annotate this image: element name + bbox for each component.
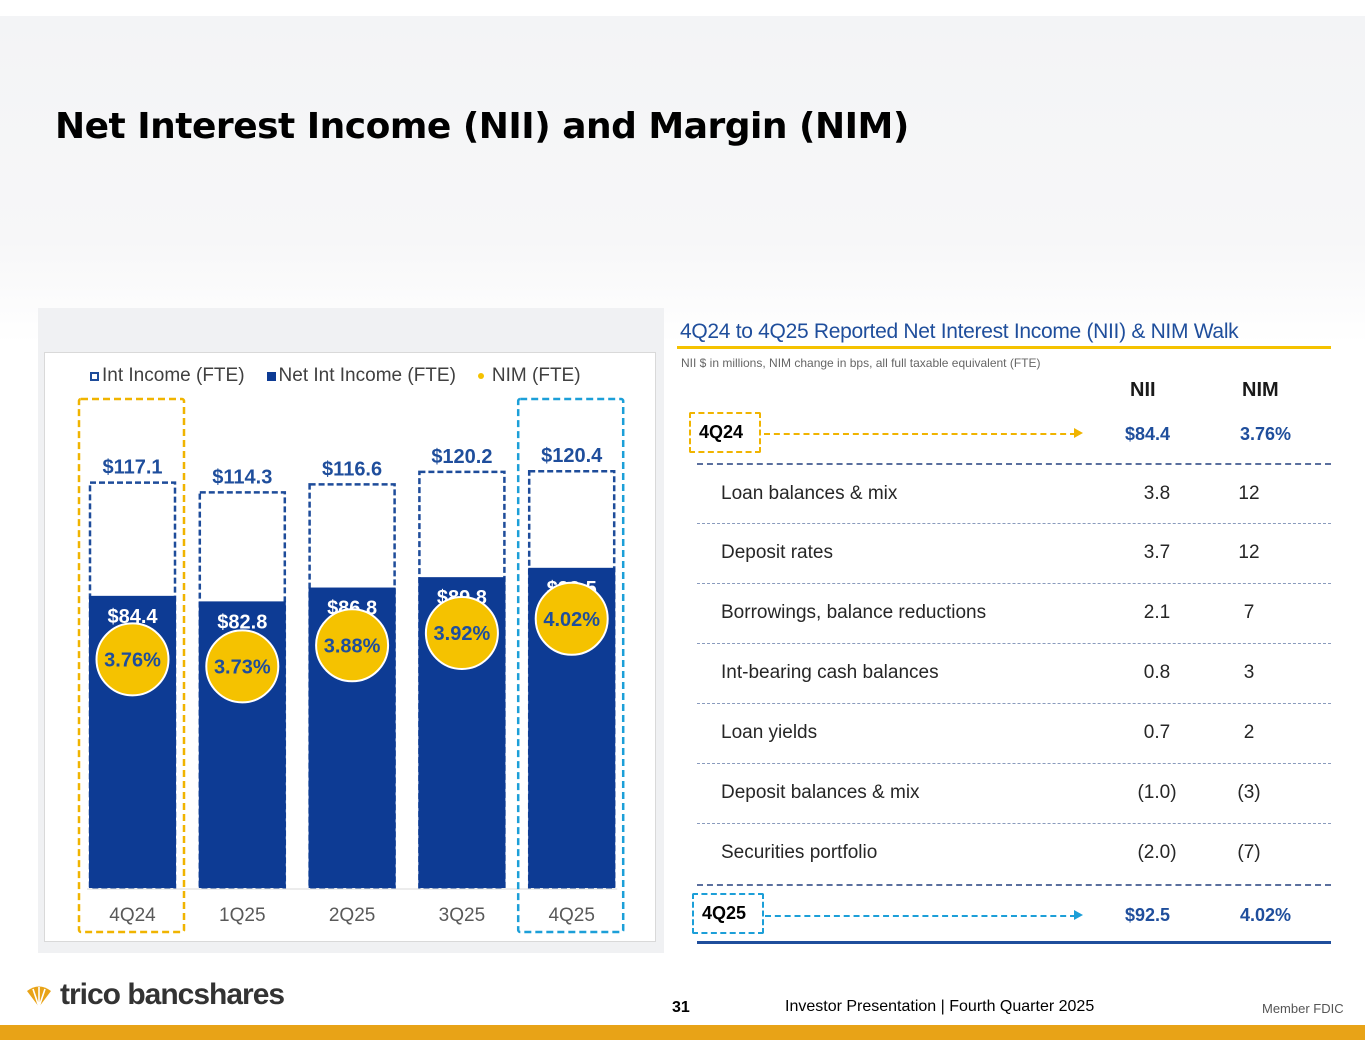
chart-legend: Int Income (FTE) Net Int Income (FTE) NI… [90, 365, 603, 387]
start-period-box: 4Q24 [689, 412, 761, 453]
walk-title: 4Q24 to 4Q25 Reported Net Interest Incom… [680, 320, 1239, 343]
int-income-label: $116.6 [322, 458, 382, 480]
logo-fan-icon [27, 986, 51, 1008]
walk-row-nim: 2 [1243, 722, 1255, 743]
x-tick-label: 2Q25 [329, 905, 375, 926]
nim-marker [205, 629, 280, 704]
legend-item-net-int-income: Net Int Income (FTE) [266, 365, 456, 387]
int-income-label: $120.2 [431, 446, 492, 468]
footer-presentation-title: Investor Presentation | Fourth Quarter 2… [785, 998, 1095, 1015]
walk-row-nii: 3.7 [1143, 542, 1171, 563]
walk-row: Int-bearing cash balances 0.8 3 [697, 643, 1331, 704]
nim-label: 3.73% [214, 656, 271, 678]
legend-dashed-square-icon [90, 371, 99, 381]
end-arrow-line [765, 915, 1076, 917]
walk-row-label: Deposit rates [721, 542, 833, 563]
walk-row-nim: 12 [1238, 483, 1260, 504]
x-tick-label: 3Q25 [439, 905, 485, 926]
company-logo: trico bancshares [24, 978, 285, 1012]
walk-row-label: Int-bearing cash balances [721, 662, 939, 683]
end-nii-value: $92.5 [1125, 905, 1171, 925]
member-fdic: Member FDIC [1262, 1001, 1344, 1016]
nim-marker [534, 581, 609, 656]
walk-row-nii: 2.1 [1143, 602, 1171, 623]
walk-row-label: Loan yields [721, 722, 818, 743]
end-arrowhead-icon [1074, 910, 1083, 920]
walk-title-underline [677, 346, 1331, 349]
walk-row-label: Loan balances & mix [721, 483, 898, 504]
page-title: Net Interest Income (NII) and Margin (NI… [55, 106, 909, 147]
int-income-label: $120.4 [541, 445, 603, 467]
int-income-label: $114.3 [212, 466, 272, 488]
walk-row-label: Borrowings, balance reductions [721, 602, 987, 623]
int-income-label: $117.1 [102, 457, 162, 479]
nim-label: 4.02% [543, 609, 600, 631]
start-arrow-line [764, 433, 1076, 435]
footer-bar [0, 1025, 1365, 1040]
legend-item-nim: NIM (FTE) [477, 365, 581, 387]
walk-row-nim: 7 [1243, 602, 1255, 623]
legend-label-int-income: Int Income (FTE) [102, 365, 245, 386]
nim-label: 3.92% [434, 623, 491, 645]
end-period-box: 4Q25 [692, 893, 764, 934]
legend-item-int-income: Int Income (FTE) [90, 365, 245, 387]
nim-marker [424, 595, 499, 670]
walk-row: Borrowings, balance reductions 2.1 7 [697, 583, 1331, 644]
walk-row: Deposit balances & mix (1.0) (3) [697, 763, 1331, 824]
walk-row-label: Securities portfolio [721, 842, 878, 863]
logo-text: trico bancshares [60, 978, 285, 1011]
nim-marker [95, 622, 170, 697]
walk-row: Loan balances & mix 3.8 12 [697, 463, 1331, 525]
end-nim-value: 4.02% [1240, 905, 1292, 925]
walk-row-nii: 0.8 [1143, 662, 1171, 683]
net-int-income-label: $84.4 [107, 606, 158, 628]
walk-row-nim: 3 [1243, 662, 1255, 683]
x-tick-label: 4Q24 [109, 905, 156, 926]
start-arrowhead-icon [1074, 428, 1083, 438]
walk-row: Loan yields 0.7 2 [697, 703, 1331, 764]
walk-subtitle: NII $ in millions, NIM change in bps, al… [681, 356, 1041, 370]
walk-end-rule [697, 941, 1331, 944]
nim-label: 3.88% [324, 635, 381, 657]
x-tick-label: 1Q25 [219, 905, 265, 926]
walk-row-nim: 12 [1238, 542, 1260, 563]
walk-row: Securities portfolio (2.0) (7) [697, 823, 1331, 884]
page-number: 31 [672, 999, 690, 1016]
nim-label: 3.76% [104, 649, 161, 671]
legend-label-net-int-income: Net Int Income (FTE) [278, 365, 456, 386]
column-header-nim: NIM [1242, 379, 1279, 401]
walk-row-label: Deposit balances & mix [721, 782, 920, 803]
legend-dot-icon [477, 373, 484, 379]
walk-row-nim: (3) [1237, 782, 1261, 803]
column-header-nii: NII [1130, 379, 1156, 401]
net-int-income-label: $82.8 [217, 611, 267, 633]
walk-row: Deposit rates 3.7 12 [697, 523, 1331, 584]
legend-solid-square-icon [266, 371, 276, 381]
walk-row-nii: (1.0) [1137, 782, 1177, 803]
nim-marker [315, 608, 390, 683]
legend-label-nim: NIM (FTE) [491, 365, 581, 386]
walk-row-nii: 0.7 [1143, 722, 1171, 743]
start-nii-value: $84.4 [1125, 424, 1171, 444]
walk-total-divider [697, 884, 1331, 886]
highlight-box-last [516, 397, 625, 934]
walk-row-nim: (7) [1237, 842, 1261, 863]
start-nim-value: 3.76% [1240, 424, 1292, 444]
x-tick-label: 4Q25 [548, 905, 594, 926]
highlight-box-first [77, 397, 186, 934]
walk-row-nii: 3.8 [1143, 483, 1171, 504]
walk-row-nii: (2.0) [1137, 842, 1177, 863]
